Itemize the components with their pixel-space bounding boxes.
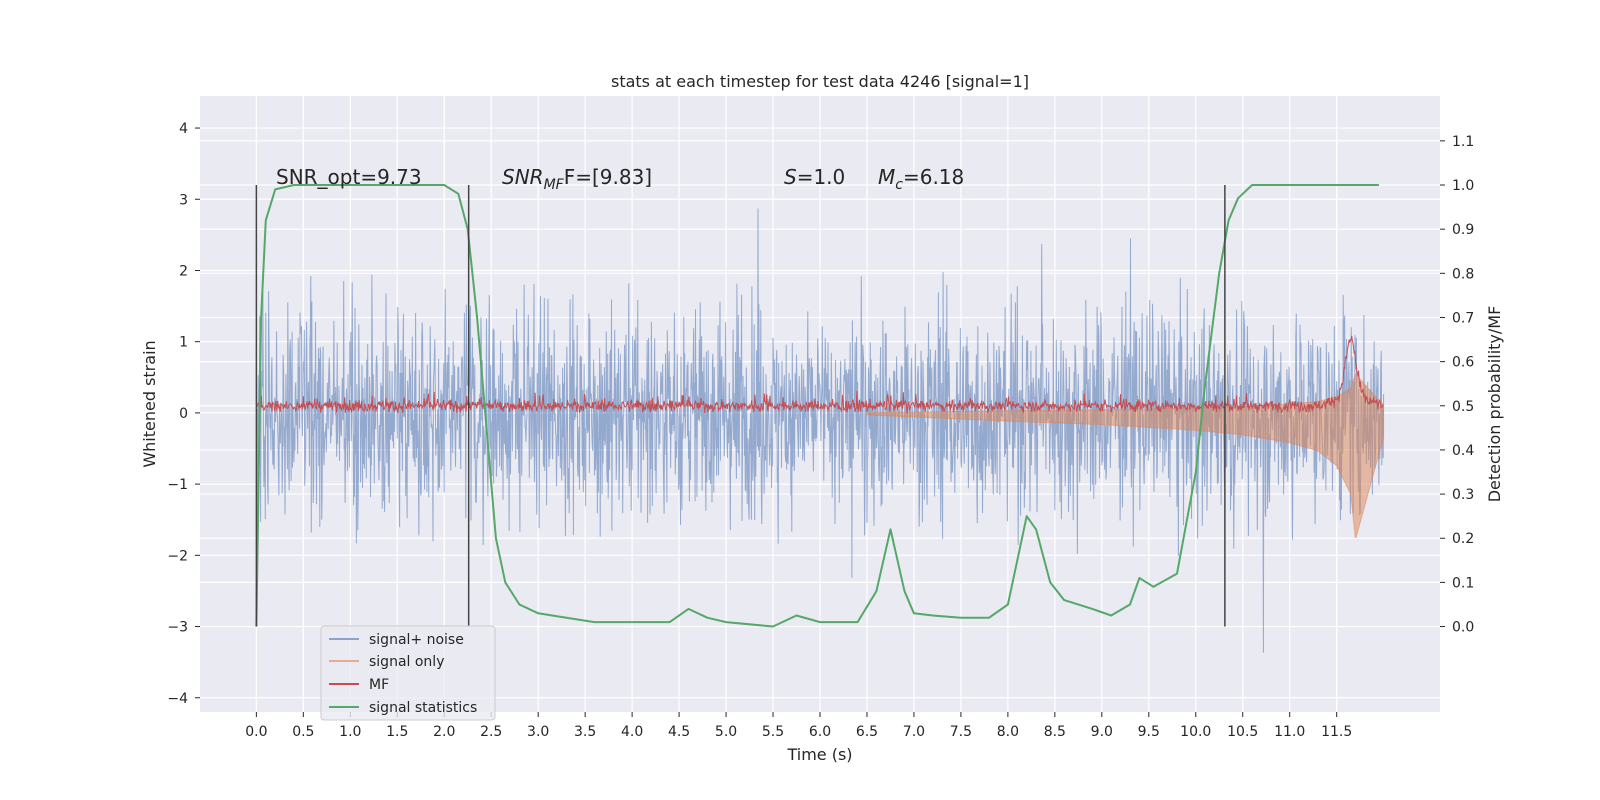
x-tick-label: 8.0 [997, 724, 1019, 740]
series-signal-only-envelope [866, 373, 1385, 538]
y-right-tick-label: 0.6 [1452, 355, 1474, 371]
x-tick-label: 0.0 [245, 724, 267, 740]
annotation-mc: Mc=6.18 [878, 165, 964, 193]
series-signal-statistics-line [255, 184, 1379, 628]
x-tick-label: 7.5 [950, 724, 972, 740]
annotation-s: S=1.0 [784, 165, 845, 189]
x-tick-label: 2.5 [480, 724, 502, 740]
x-tick-label: 3.5 [574, 724, 596, 740]
x-tick-label: 8.5 [1044, 724, 1066, 740]
y-right-tick-label: 0.3 [1452, 487, 1474, 503]
x-tick-label: 5.5 [762, 724, 784, 740]
y-right-tick-label: 0.5 [1452, 399, 1474, 415]
vertical-markers [255, 185, 1226, 627]
legend: signal+ noise signal only MF signal stat… [320, 625, 496, 721]
series-mf-line [255, 335, 1384, 414]
y-right-tick-label: 0.4 [1452, 443, 1474, 459]
x-tick-label: 1.5 [386, 724, 408, 740]
x-tick-label: 7.0 [903, 724, 925, 740]
y-right-axis-label: Detection probability/MF [1485, 306, 1504, 503]
x-tick-label: 6.5 [856, 724, 878, 740]
x-tick-label: 4.0 [621, 724, 643, 740]
y-right-tick-label: 0.8 [1452, 266, 1474, 282]
x-axis-label: Time (s) [786, 745, 852, 764]
y-tick-label: −3 [167, 620, 188, 636]
annotation-snr-mf-prefix: SNR [502, 165, 544, 189]
x-tick-label: 10.0 [1180, 724, 1211, 740]
chart-title: stats at each timestep for test data 424… [611, 72, 1029, 91]
x-tick-label: 11.5 [1321, 724, 1352, 740]
legend-label-signal-only: signal only [369, 654, 444, 670]
x-tick-label: 11.0 [1274, 724, 1305, 740]
series-layer [255, 184, 1385, 653]
annotation-mc-sub: c [895, 177, 903, 193]
annotation-mc-var: M [878, 165, 895, 189]
annotation-snr-mf-sub: MF [544, 177, 565, 193]
y-tick-label: 3 [179, 192, 188, 208]
y-tick-label: 1 [179, 335, 188, 351]
y-tick-label: −1 [167, 477, 188, 493]
annotation-snr-opt: SNR_opt=9.73 [276, 165, 422, 189]
annotation-mc-value: =6.18 [903, 165, 964, 189]
y-tick-label: −4 [167, 691, 188, 707]
annotations: SNR_opt=9.73 SNRMFF=[9.83] S=1.0 Mc=6.18 [276, 165, 964, 193]
y-right-tick-label: 0.1 [1452, 575, 1474, 591]
y-right-tick-label: 0.0 [1452, 620, 1474, 636]
annotation-snr-mf-suffix: F=[9.83] [564, 165, 652, 189]
y-axis-label: Whitened strain [140, 340, 159, 467]
y-tick-label: 0 [179, 406, 188, 422]
legend-box [320, 625, 496, 721]
x-tick-label: 10.5 [1227, 724, 1258, 740]
y-tick-label: −2 [167, 548, 188, 564]
x-tick-label: 9.0 [1091, 724, 1113, 740]
x-tick-label: 2.0 [433, 724, 455, 740]
x-tick-label: 6.0 [809, 724, 831, 740]
series-signal-noise-line [255, 208, 1385, 653]
x-tick-label: 0.5 [292, 724, 314, 740]
legend-label-mf: MF [369, 677, 389, 693]
y-right-tick-label: 1.1 [1452, 134, 1474, 150]
tick-labels: 0.0 0.5 1.0 1.5 2.0 2.5 3.0 3.5 4.0 4.5 5.0 5.5 6.0 6… [167, 121, 1474, 740]
y-right-tick-label: 0.9 [1452, 222, 1474, 238]
annotation-snr-mf: SNRMFF=[9.83] [502, 165, 652, 193]
x-tick-label: 1.0 [339, 724, 361, 740]
x-tick-label: 5.0 [715, 724, 737, 740]
y-right-tick-label: 1.0 [1452, 178, 1474, 194]
legend-label-signal-statistics: signal statistics [369, 700, 477, 716]
y-tick-label: 4 [179, 121, 188, 137]
y-right-tick-label: 0.7 [1452, 310, 1474, 326]
legend-label-signal-noise: signal+ noise [369, 632, 464, 648]
annotation-s-var: S [784, 165, 797, 189]
y-tick-label: 2 [179, 263, 188, 279]
y-right-tick-label: 0.2 [1452, 531, 1474, 547]
x-tick-label: 3.0 [527, 724, 549, 740]
x-tick-label: 4.5 [668, 724, 690, 740]
annotation-s-value: =1.0 [797, 165, 846, 189]
x-tick-label: 9.5 [1138, 724, 1160, 740]
